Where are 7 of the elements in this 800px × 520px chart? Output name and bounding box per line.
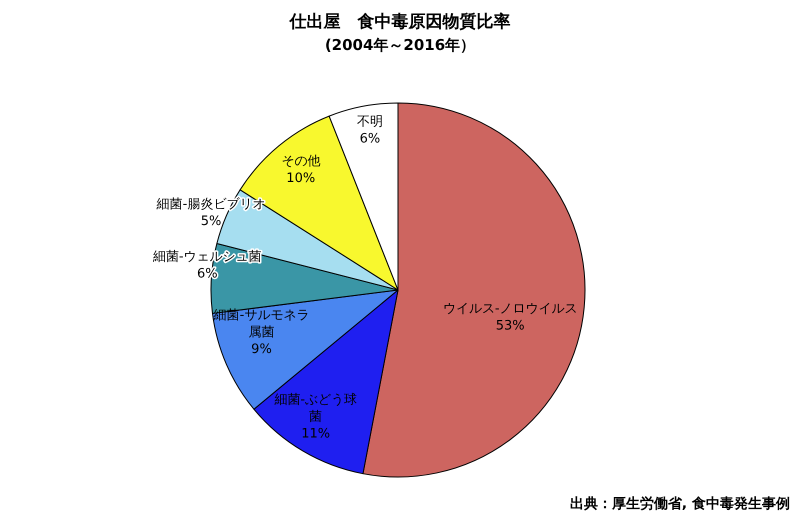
subtitle: (2004年～2016年） [324, 36, 476, 54]
label: 不明 6% [356, 114, 383, 147]
label: ウイルス-ノロウイルス 53% [442, 302, 578, 334]
title: 仕出屋 食中毒原因物質比率 [290, 12, 510, 32]
label: その他 10% [281, 154, 320, 186]
label: 細菌-ぶどう球菌 11% [274, 392, 358, 442]
annotation: 出典：厚生労働省, 食中毒発生事例 [570, 496, 790, 512]
